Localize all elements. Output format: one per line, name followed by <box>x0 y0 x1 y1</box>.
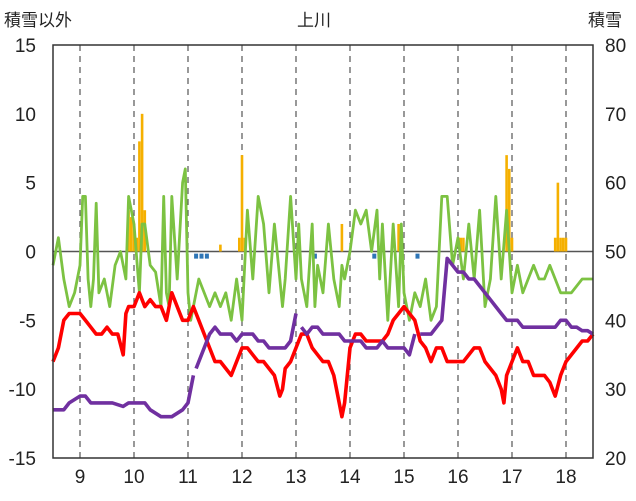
precip-bar <box>559 237 562 252</box>
y-left-tick-label: 15 <box>15 36 36 57</box>
y-right-tick-label: 40 <box>605 311 626 332</box>
wind-marker <box>194 253 199 259</box>
precip-bar <box>510 237 514 252</box>
y-left-tick-label: -10 <box>9 380 36 401</box>
temp-red-line <box>51 291 595 419</box>
x-tick-label: 15 <box>393 467 414 488</box>
snow-depth-line <box>299 325 417 357</box>
precip-bar <box>462 237 465 252</box>
y-right-tick-label: 60 <box>605 174 626 195</box>
y-left-axis-label: 積雪以外 <box>4 11 72 31</box>
x-tick-label: 11 <box>178 467 198 488</box>
y-right-tick-label: 50 <box>605 243 626 264</box>
wind-marker <box>372 253 377 259</box>
wind-markers <box>194 253 420 259</box>
wind-marker <box>204 253 209 259</box>
y-right-tick-label: 80 <box>605 36 626 57</box>
precip-bar <box>508 168 511 252</box>
precip-bar <box>138 141 141 252</box>
x-tick-label: 18 <box>555 467 576 488</box>
precip-bar <box>553 237 557 252</box>
x-tick-label: 13 <box>285 467 306 488</box>
snow-depth-line <box>194 313 298 370</box>
y-right-tick-label: 30 <box>605 380 626 401</box>
temp-green-line <box>51 167 593 322</box>
x-tick-label: 12 <box>231 467 252 488</box>
chart-title: 上川 <box>297 11 331 31</box>
y-left-tick-label: 10 <box>15 105 36 126</box>
y-right-axis-label: 積雪 <box>588 11 622 31</box>
y-right-tick-label: 70 <box>605 105 626 126</box>
x-tick-label: 17 <box>501 467 522 488</box>
y-left-tick-label: 5 <box>25 174 36 195</box>
precip-bar <box>562 237 565 252</box>
x-tick-label: 16 <box>447 467 468 488</box>
precip-bar <box>459 237 462 252</box>
snow-depth-line <box>53 375 196 419</box>
precip-bar <box>219 244 222 252</box>
x-tick-label: 14 <box>339 467 361 488</box>
precip-bar <box>564 237 568 252</box>
precip-bar <box>240 155 244 252</box>
wind-marker <box>312 253 317 259</box>
wind-marker <box>415 253 420 259</box>
precip-bar <box>397 223 400 252</box>
precip-bar <box>556 182 560 252</box>
snow-depth-line <box>420 256 594 336</box>
precip-bar <box>140 113 144 252</box>
precip-bar <box>505 155 508 252</box>
y-right-tick-label: 20 <box>605 449 626 470</box>
y-left-tick-label: -15 <box>9 449 36 470</box>
precip-bar <box>238 237 241 252</box>
plot-border <box>52 44 594 459</box>
precip-bar <box>340 223 344 252</box>
wind-marker <box>199 253 204 259</box>
y-left-tick-label: 0 <box>25 243 36 264</box>
x-tick-label: 9 <box>75 467 86 488</box>
x-tick-label: 10 <box>123 467 144 488</box>
precip-bar <box>130 217 133 252</box>
series-lines <box>51 167 595 419</box>
y-left-tick-label: -5 <box>19 311 36 332</box>
